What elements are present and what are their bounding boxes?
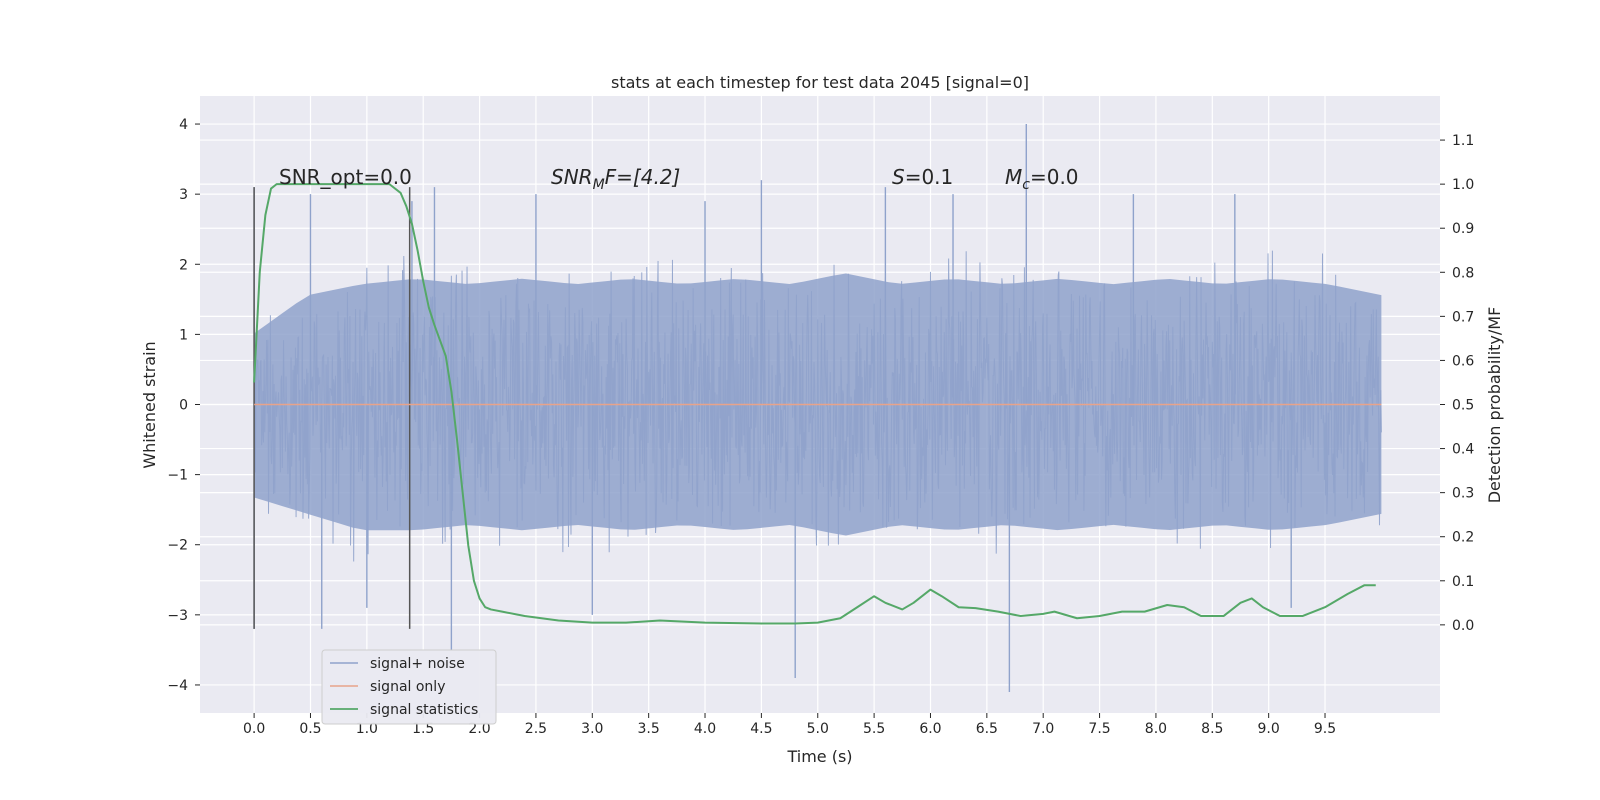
x-tick-label: 9.5 <box>1314 721 1336 737</box>
y-right-tick-label: 0.6 <box>1452 353 1474 369</box>
y-right-tick-label: 0.0 <box>1452 618 1474 634</box>
y-tick-label: 2 <box>179 257 188 273</box>
annotation-snr-mf-rest: F=[4.2] <box>605 165 681 189</box>
x-tick-label: 3.5 <box>638 721 660 737</box>
annotation-s: S=0.1 <box>892 165 953 189</box>
y-tick-label: 3 <box>179 187 188 203</box>
annotation-mc-sub: c <box>1022 177 1030 193</box>
x-tick-label: 7.5 <box>1088 721 1110 737</box>
y-tick-label: −1 <box>167 468 188 484</box>
chart-title: stats at each timestep for test data 204… <box>611 73 1029 92</box>
signal-statistics-line <box>253 183 1376 625</box>
x-tick-label: 4.0 <box>694 721 716 737</box>
annotation-s-main: S <box>892 165 905 189</box>
x-tick-label: 0.0 <box>243 721 265 737</box>
annotation-s-rest: =0.1 <box>905 165 954 189</box>
y-tick-label: −3 <box>167 608 188 624</box>
y-right-tick-label: 0.5 <box>1452 398 1474 414</box>
legend: signal+ noise signal only signal statist… <box>321 649 497 725</box>
legend-label-signal-noise: signal+ noise <box>370 656 465 672</box>
legend-label-signal-only: signal only <box>370 679 445 695</box>
y-tick-label: −2 <box>167 538 188 554</box>
x-tick-label: 1.5 <box>412 721 434 737</box>
x-tick-label: 3.0 <box>581 721 603 737</box>
y-right-tick-label: 0.1 <box>1452 574 1474 590</box>
annotation-snr-mf-sub: M <box>593 177 605 193</box>
y-tick-label: 1 <box>179 327 188 343</box>
x-tick-label: 2.0 <box>468 721 490 737</box>
annotation-snr-mf-main: SNR <box>551 165 593 189</box>
x-tick-label: 6.0 <box>919 721 941 737</box>
x-tick-label: 6.5 <box>976 721 998 737</box>
annotation-mc-rest: =0.0 <box>1030 165 1079 189</box>
x-tick-label: 1.0 <box>356 721 378 737</box>
x-tick-label: 0.5 <box>299 721 321 737</box>
y-axis-label: Whitened strain <box>140 341 159 468</box>
x-tick-label: 5.5 <box>863 721 885 737</box>
series-signal-statistics <box>253 183 1376 625</box>
annotation-snr-mf: SNRMF=[4.2] <box>551 165 680 193</box>
y-right-tick-label: 0.9 <box>1452 221 1474 237</box>
y-axis-right-label: Detection probability/MF <box>1485 307 1504 504</box>
annotation-mc: Mc=0.0 <box>1005 165 1079 193</box>
y-right-tick-label: 1.0 <box>1452 177 1474 193</box>
x-tick-label: 7.0 <box>1032 721 1054 737</box>
y-right-tick-label: 0.8 <box>1452 265 1474 281</box>
y-tick-label: −4 <box>167 678 188 694</box>
y-right-tick-label: 0.4 <box>1452 442 1474 458</box>
x-tick-label: 8.0 <box>1145 721 1167 737</box>
tick-labels: 0.0 0.5 1.0 1.5 2.0 2.5 3.0 3.5 4.0 4.5 5.0 5.5 6.0 6… <box>167 117 1474 737</box>
legend-box <box>321 649 497 725</box>
x-tick-label: 5.0 <box>807 721 829 737</box>
annotation-snr-opt: SNR_opt=0.0 <box>279 165 412 189</box>
y-right-tick-label: 0.7 <box>1452 309 1474 325</box>
y-right-tick-label: 0.3 <box>1452 486 1474 502</box>
x-tick-label: 8.5 <box>1201 721 1223 737</box>
x-tick-label: 9.0 <box>1258 721 1280 737</box>
annotation-mc-main: M <box>1005 165 1022 189</box>
legend-label-signal-statistics: signal statistics <box>370 702 478 718</box>
x-axis-label: Time (s) <box>786 747 852 766</box>
vertical-markers <box>253 187 411 629</box>
x-tick-label: 2.5 <box>525 721 547 737</box>
y-tick-label: 4 <box>179 117 188 133</box>
y-right-tick-label: 1.1 <box>1452 133 1474 149</box>
y-right-tick-label: 0.2 <box>1452 530 1474 546</box>
y-tick-label: 0 <box>179 398 188 414</box>
x-tick-label: 4.5 <box>750 721 772 737</box>
